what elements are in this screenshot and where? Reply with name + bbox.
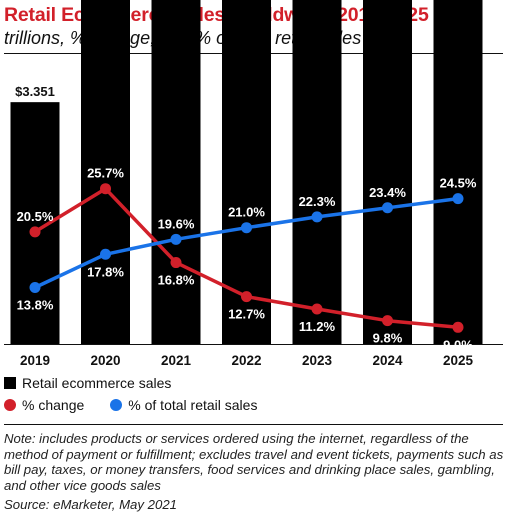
share-value-label: 17.8% — [87, 264, 124, 279]
x-tick-label: 2022 — [231, 353, 261, 368]
share-point — [170, 233, 182, 245]
change-value-label: 16.8% — [158, 273, 195, 288]
footnote: Note: includes products or services orde… — [4, 431, 504, 493]
change-point — [382, 315, 393, 327]
legend-label-change: % change — [22, 397, 85, 413]
x-tick-label: 2021 — [161, 353, 192, 368]
change-value-label: 9.8% — [373, 331, 403, 346]
share-value-label: 19.6% — [158, 216, 195, 231]
change-value-label: 11.2% — [299, 319, 336, 334]
bar-2023 — [292, 0, 342, 344]
change-value-label: 20.5% — [17, 209, 54, 224]
share-value-label: 21.0% — [228, 205, 265, 220]
change-point — [170, 257, 182, 269]
change-value-label: 25.7% — [87, 166, 124, 181]
x-tick-label: 2023 — [302, 353, 333, 368]
change-point — [452, 321, 464, 333]
bar-2024 — [363, 0, 412, 344]
share-value-label: 13.8% — [17, 297, 54, 312]
x-tick-label: 2025 — [443, 353, 474, 368]
bar-value-label: $3.351 — [15, 84, 55, 99]
share-value-label: 23.4% — [369, 185, 406, 200]
source-line: Source: eMarketer, May 2021 — [4, 497, 177, 512]
share-point — [452, 193, 464, 205]
bar-2025 — [433, 0, 483, 344]
change-value-label: 9.0% — [443, 337, 473, 352]
share-point — [29, 281, 41, 293]
legend-swatch-bars — [4, 377, 16, 389]
share-value-label: 24.5% — [440, 176, 477, 191]
legend-label-share: % of total retail sales — [128, 397, 258, 413]
share-point — [241, 222, 252, 234]
legend-item-bars: Retail ecommerce sales — [4, 375, 171, 391]
bar-2021 — [151, 0, 201, 344]
bar-2020 — [81, 0, 130, 344]
legend-label-bars: Retail ecommerce sales — [22, 375, 172, 391]
x-tick-label: 2024 — [372, 353, 403, 368]
change-point — [311, 303, 323, 315]
x-tick-label: 2020 — [90, 353, 120, 368]
share-point — [100, 248, 111, 260]
change-point — [100, 183, 111, 195]
chart-area: $3.351$4.213$4.921$5.545$6.169$6.773$7.3… — [4, 0, 503, 368]
note-divider — [4, 424, 503, 425]
legend-swatch-share — [110, 399, 123, 411]
legend-swatch-change — [4, 399, 16, 411]
bar-2022 — [222, 0, 271, 344]
change-point — [241, 291, 252, 303]
change-point — [29, 226, 41, 238]
share-point — [311, 211, 323, 223]
change-value-label: 12.7% — [228, 307, 265, 322]
share-point — [382, 202, 393, 214]
share-value-label: 22.3% — [299, 194, 336, 209]
legend-item-change: % change % of total retail sales — [4, 397, 257, 413]
x-tick-label: 2019 — [20, 353, 50, 368]
